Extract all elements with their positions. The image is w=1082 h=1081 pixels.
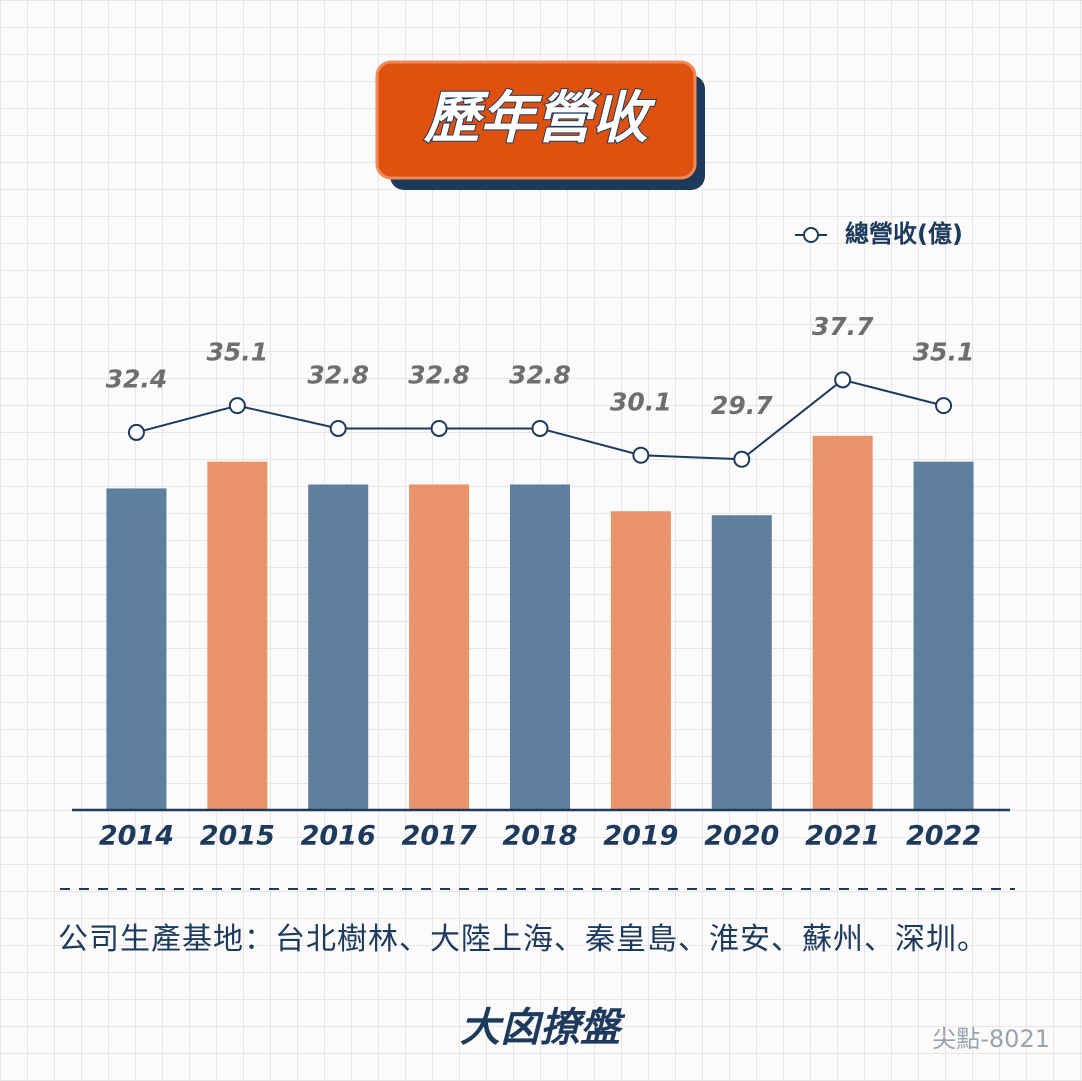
bar (207, 461, 268, 810)
line-point (127, 423, 145, 441)
line-point (733, 450, 751, 468)
data-label: 32.8 (408, 360, 470, 389)
x-tick-label: 2021 (805, 821, 880, 852)
bar (510, 484, 570, 810)
bar (711, 515, 772, 810)
data-label: 37.7 (812, 312, 874, 341)
title-box (375, 60, 697, 180)
line-point (329, 419, 347, 437)
data-label: 30.1 (610, 387, 672, 416)
watermark: 尖點-8021 (932, 1025, 1050, 1053)
footnote: 公司生產基地：台北樹林、大陸上海、秦皇島、淮安、蘇州、深圳。 (58, 922, 988, 957)
data-label: 29.7 (711, 391, 773, 420)
bar (913, 461, 974, 810)
x-tick-label: 2020 (704, 821, 779, 852)
line-point (632, 446, 650, 464)
line-point (834, 371, 852, 389)
data-label: 32.8 (307, 360, 369, 389)
bar (812, 435, 873, 810)
bar (409, 484, 470, 810)
x-tick-label: 2017 (402, 821, 477, 852)
line-point (430, 419, 448, 437)
data-label: 32.8 (509, 360, 571, 389)
x-tick-label: 2018 (502, 821, 577, 852)
x-tick-label: 2015 (200, 821, 275, 852)
x-tick-label: 2022 (906, 821, 981, 852)
logo: 大囟撩盤 (460, 1005, 626, 1051)
chart-title: 歷年營收 (423, 86, 656, 151)
x-tick-label: 2016 (301, 821, 376, 852)
line-point (531, 419, 549, 437)
line-point (228, 397, 246, 415)
line-point (935, 397, 953, 415)
data-label: 35.1 (206, 338, 268, 367)
data-label: 32.4 (106, 364, 168, 393)
data-label: 35.1 (913, 338, 975, 367)
x-tick-label: 2014 (99, 821, 174, 852)
bar (308, 484, 369, 810)
bar (106, 488, 167, 810)
x-tick-label: 2019 (603, 821, 678, 852)
legend-label: 總營收(億) (845, 220, 963, 248)
legend-marker (803, 227, 819, 243)
bar (610, 511, 671, 810)
